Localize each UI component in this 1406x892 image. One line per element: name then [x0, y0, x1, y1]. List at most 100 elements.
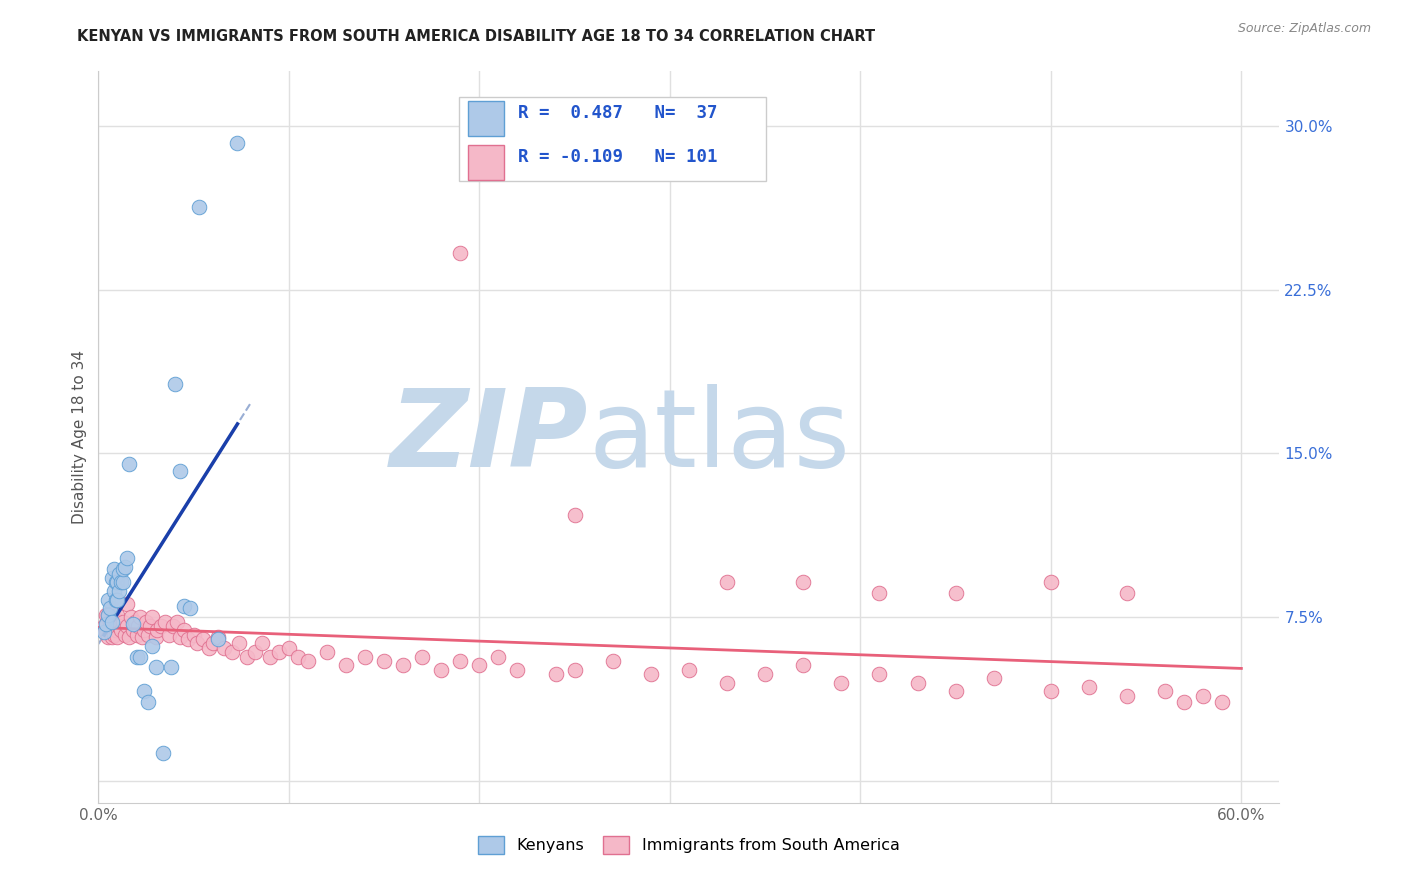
- Point: [94, 625, 117, 640]
- Point: [544, 667, 567, 681]
- Point: [136, 628, 159, 642]
- Point: [100, 601, 122, 615]
- Point: [118, 458, 141, 472]
- Point: [830, 675, 852, 690]
- Point: [159, 660, 181, 674]
- Point: [121, 616, 143, 631]
- Point: [129, 649, 152, 664]
- Point: [193, 632, 215, 646]
- Point: [228, 636, 250, 650]
- Text: ZIP: ZIP: [391, 384, 589, 490]
- Point: [792, 658, 814, 673]
- Point: [430, 663, 453, 677]
- Point: [564, 663, 586, 677]
- Point: [94, 616, 117, 631]
- Point: [134, 684, 156, 698]
- Point: [602, 654, 624, 668]
- Point: [145, 660, 167, 674]
- Point: [97, 592, 120, 607]
- Text: R = -0.109   N= 101: R = -0.109 N= 101: [517, 148, 717, 166]
- Legend: Kenyans, Immigrants from South America: Kenyans, Immigrants from South America: [472, 830, 905, 861]
- Y-axis label: Disability Age 18 to 34: Disability Age 18 to 34: [72, 350, 87, 524]
- Point: [207, 632, 229, 646]
- Point: [564, 508, 586, 522]
- Point: [93, 625, 115, 640]
- Point: [173, 599, 195, 614]
- Point: [207, 630, 229, 644]
- Point: [120, 610, 142, 624]
- Point: [468, 658, 491, 673]
- Point: [121, 624, 143, 638]
- Point: [145, 630, 167, 644]
- FancyBboxPatch shape: [458, 97, 766, 181]
- Point: [792, 575, 814, 590]
- Point: [945, 684, 967, 698]
- Point: [449, 245, 471, 260]
- Point: [135, 615, 157, 629]
- Point: [868, 586, 890, 600]
- Point: [110, 575, 132, 590]
- Bar: [468, 101, 503, 136]
- Point: [97, 630, 120, 644]
- Point: [115, 551, 138, 566]
- Point: [169, 630, 191, 644]
- Point: [108, 584, 131, 599]
- Point: [221, 645, 243, 659]
- Point: [112, 562, 135, 576]
- Point: [97, 607, 120, 622]
- Point: [107, 630, 129, 644]
- Point: [124, 615, 146, 629]
- Point: [162, 619, 184, 633]
- Point: [104, 624, 127, 638]
- Point: [201, 636, 224, 650]
- Point: [136, 695, 159, 709]
- Point: [139, 619, 162, 633]
- Point: [488, 649, 510, 664]
- Point: [146, 624, 169, 638]
- Point: [226, 136, 249, 151]
- Point: [1116, 689, 1139, 703]
- Point: [104, 615, 127, 629]
- Point: [125, 628, 148, 642]
- Point: [173, 624, 195, 638]
- Point: [152, 746, 174, 760]
- Point: [183, 628, 205, 642]
- Point: [131, 630, 153, 644]
- Point: [127, 619, 149, 633]
- Point: [150, 619, 173, 633]
- Point: [103, 584, 125, 599]
- Point: [107, 575, 129, 590]
- Point: [1039, 684, 1062, 698]
- Point: [212, 640, 235, 655]
- Point: [1116, 586, 1139, 600]
- Point: [868, 667, 890, 681]
- Text: Source: ZipAtlas.com: Source: ZipAtlas.com: [1237, 22, 1371, 36]
- Point: [100, 630, 122, 644]
- Point: [98, 601, 121, 615]
- Point: [354, 649, 377, 664]
- Point: [252, 636, 274, 650]
- Point: [1192, 689, 1215, 703]
- Point: [153, 615, 176, 629]
- Text: R =  0.487   N=  37: R = 0.487 N= 37: [517, 104, 717, 122]
- Point: [297, 654, 319, 668]
- Point: [1039, 575, 1062, 590]
- Point: [277, 640, 299, 655]
- Point: [1211, 695, 1233, 709]
- Point: [100, 615, 122, 629]
- Point: [716, 675, 738, 690]
- Point: [115, 597, 138, 611]
- Point: [236, 649, 259, 664]
- Point: [754, 667, 776, 681]
- Point: [166, 615, 188, 629]
- Point: [104, 592, 127, 607]
- Text: atlas: atlas: [589, 384, 851, 490]
- Point: [186, 636, 208, 650]
- Point: [1154, 684, 1177, 698]
- Point: [157, 628, 180, 642]
- Point: [108, 566, 131, 581]
- Point: [112, 615, 135, 629]
- Point: [97, 607, 120, 622]
- Point: [118, 630, 141, 644]
- Point: [640, 667, 662, 681]
